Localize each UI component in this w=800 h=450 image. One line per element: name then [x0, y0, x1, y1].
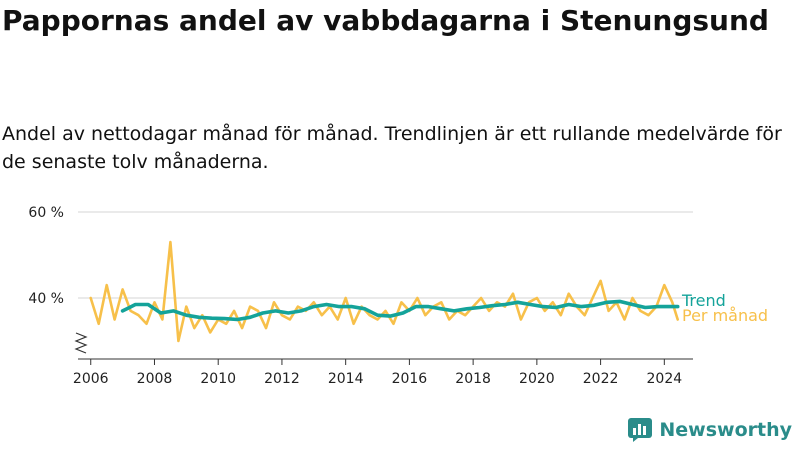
brand-logo: Newsworthy — [627, 416, 792, 444]
legend-label-per-manad: Per månad — [682, 306, 768, 325]
chart-title: Pappornas andel av vabbdagarna i Stenung… — [2, 4, 769, 37]
y-axis-labels: 40 % 60 % — [28, 205, 64, 307]
legend-label-trend: Trend — [681, 291, 726, 310]
x-tick-label: 2024 — [647, 371, 683, 387]
gridlines — [78, 211, 693, 299]
monthly-line — [89, 240, 679, 343]
x-tick-label: 2010 — [200, 371, 236, 387]
y-axis-break — [74, 332, 88, 354]
y-tick-label: 40 % — [28, 291, 64, 307]
axis-break-icon — [74, 332, 88, 354]
chart-subtitle: Andel av nettodagar månad för månad. Tre… — [2, 123, 782, 173]
series-lines — [89, 240, 680, 343]
x-tick-label: 2012 — [264, 371, 300, 387]
x-tick-label: 2018 — [455, 371, 491, 387]
x-axis-ticks: 2006 2008 2010 2012 2014 2016 2018 2020 2022 2024 — [73, 359, 682, 387]
line-chart: 2006 2008 2010 2012 2014 2016 2018 2020 2022 2024… — [28, 205, 768, 387]
x-tick-label: 2020 — [519, 371, 555, 387]
trend-line — [120, 299, 680, 322]
x-tick-label: 2008 — [137, 371, 173, 387]
x-tick-label: 2014 — [328, 371, 364, 387]
x-tick-label: 2006 — [73, 371, 109, 387]
x-tick-label: 2016 — [392, 371, 428, 387]
y-tick-label: 60 % — [28, 205, 64, 221]
x-tick-label: 2022 — [583, 371, 619, 387]
newsworthy-logo-icon — [628, 418, 653, 442]
brand-name: Newsworthy — [659, 419, 792, 441]
